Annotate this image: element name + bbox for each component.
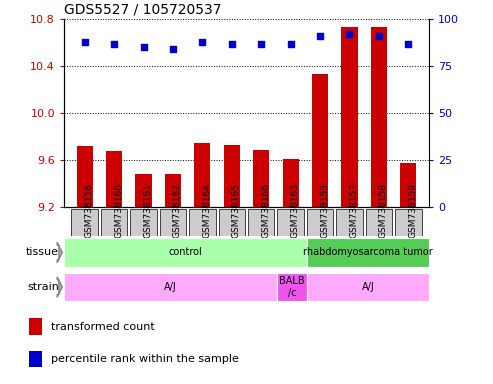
Bar [307,238,429,267]
Bar [312,74,328,207]
Point [404,41,412,47]
Text: GSM738162: GSM738162 [173,183,182,238]
Text: percentile rank within the sample: percentile rank within the sample [51,354,239,364]
Bar [106,151,122,207]
Bar [371,27,387,207]
Bar [307,273,429,301]
Point [375,33,383,39]
Text: GSM738157: GSM738157 [350,183,358,238]
Text: GSM738158: GSM738158 [379,183,388,238]
Bar [248,209,275,236]
Text: transformed count: transformed count [51,321,155,331]
Point [287,41,295,47]
Bar [64,273,277,301]
Point [110,41,118,47]
Bar [282,159,299,207]
Bar [189,209,215,236]
Text: strain: strain [27,282,59,292]
Bar [76,146,93,207]
Text: control: control [169,247,203,258]
Bar [336,209,363,236]
Bar [130,209,157,236]
Point [198,39,206,45]
Text: A/J: A/J [362,282,375,292]
Bar [29,351,42,367]
Bar [224,145,240,207]
Text: GSM738160: GSM738160 [114,183,123,238]
Point [228,41,236,47]
Bar [194,143,211,207]
Bar [71,209,98,236]
Bar [395,209,422,236]
Bar [29,318,42,335]
Bar [253,150,269,207]
Point [346,31,353,37]
Point [169,46,177,52]
FancyArrow shape [57,277,62,297]
Bar [165,174,181,207]
Text: GDS5527 / 105720537: GDS5527 / 105720537 [64,3,221,17]
Point [81,39,89,45]
Text: tissue: tissue [26,247,59,258]
Text: GSM738164: GSM738164 [202,183,211,238]
Point [257,41,265,47]
Bar [307,209,333,236]
Bar [341,27,357,207]
Bar [278,209,304,236]
Bar [218,209,245,236]
Text: GSM738155: GSM738155 [320,183,329,238]
Bar [277,273,307,301]
Text: BALB
/c: BALB /c [280,276,305,298]
Text: GSM738165: GSM738165 [232,183,241,238]
Bar [400,163,417,207]
Point [316,33,324,39]
Text: GSM738156: GSM738156 [85,183,94,238]
Point [140,45,147,51]
Text: rhabdomyosarcoma tumor: rhabdomyosarcoma tumor [303,247,433,258]
Text: GSM738161: GSM738161 [143,183,152,238]
Bar [136,174,152,207]
Text: GSM738163: GSM738163 [291,183,300,238]
Text: GSM738159: GSM738159 [408,183,417,238]
Bar [160,209,186,236]
Bar [366,209,392,236]
Bar [64,238,307,267]
Text: A/J: A/J [164,282,177,292]
Text: GSM738166: GSM738166 [261,183,270,238]
FancyArrow shape [57,242,62,263]
Bar [101,209,127,236]
